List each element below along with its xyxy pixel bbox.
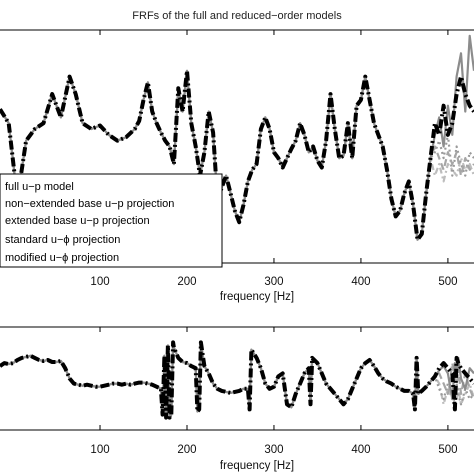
legend-item-full-up: full u−p model (5, 181, 74, 193)
bottom-x-tick-label-300: 300 (264, 444, 283, 456)
legend: full u−p model non−extended base u−p pro… (0, 173, 223, 268)
top-x-tick-label-300: 300 (264, 276, 283, 288)
bottom-panel: 100 200 300 400 500 frequency [Hz] (0, 326, 474, 472)
legend-box (0, 173, 223, 268)
chart-title: FRFs of the full and reduced−order model… (132, 10, 342, 22)
bottom-series-full-up-model (0, 340, 474, 420)
bottom-plot-area (0, 340, 474, 420)
top-series-full-up-model (0, 68, 474, 242)
bottom-x-tick-label-100: 100 (90, 444, 109, 456)
bottom-x-tick-label-200: 200 (177, 444, 196, 456)
legend-item-standard-uphi: standard u−ϕ projection (5, 234, 120, 246)
top-panel: FRFs of the full and reduced−order model… (0, 10, 474, 303)
bottom-x-tick-label-500: 500 (438, 444, 457, 456)
bottom-x-axis-label: frequency [Hz] (220, 460, 294, 472)
top-x-axis-label: frequency [Hz] (220, 291, 294, 303)
top-x-ticks: 100 200 300 400 500 (90, 30, 458, 288)
top-x-tick-label-400: 400 (351, 276, 370, 288)
bottom-x-tick-label-400: 400 (351, 444, 370, 456)
top-x-tick-label-100: 100 (90, 276, 109, 288)
top-plot-area (0, 34, 474, 242)
legend-item-non-extended: non−extended base u−p projection (5, 198, 174, 210)
top-x-tick-label-200: 200 (177, 276, 196, 288)
top-x-tick-label-500: 500 (438, 276, 457, 288)
legend-item-extended: extended base u−p projection (5, 215, 150, 227)
legend-item-modified-uphi: modified u−ϕ projection (5, 252, 119, 264)
bottom-x-ticks: 100 200 300 400 500 (90, 327, 458, 456)
